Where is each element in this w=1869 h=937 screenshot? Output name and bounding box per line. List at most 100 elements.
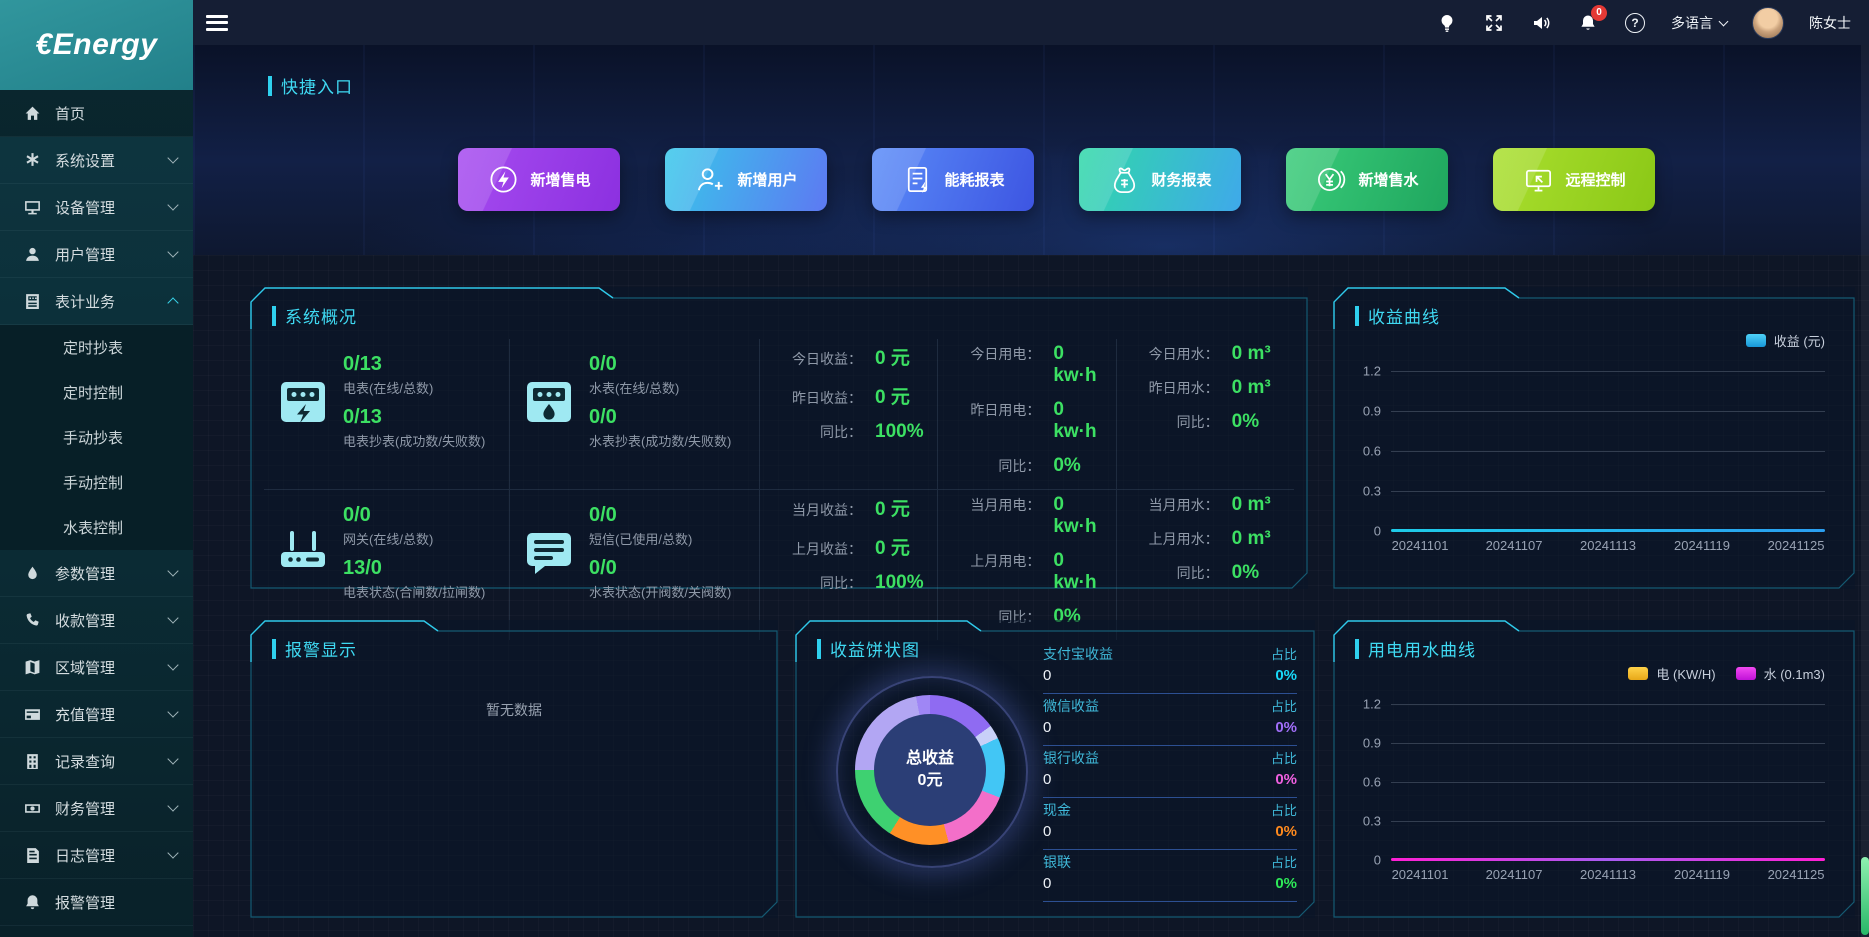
user-plus-icon (698, 168, 724, 191)
vertical-scrollbar (1861, 45, 1869, 937)
energy-report-button[interactable]: 能耗报表 (872, 148, 1034, 211)
lightning-circle-icon (490, 166, 517, 193)
panel-title: 报警显示 (272, 636, 357, 661)
sidebar-item-finance-management[interactable]: 财务管理 (0, 785, 193, 832)
add-water-sale-button[interactable]: 新增售水 (1286, 148, 1448, 211)
x-tick: 20241125 (1767, 867, 1825, 882)
sidebar-item-region-management[interactable]: 区域管理 (0, 644, 193, 691)
sidebar-item-parameter-management[interactable]: 参数管理 (0, 550, 193, 597)
chevron-down-icon (167, 246, 179, 258)
sidebar-item-label: 充值管理 (55, 706, 116, 724)
x-tick: 20241125 (1767, 538, 1825, 553)
gridline (1391, 451, 1825, 452)
chevron-down-icon (167, 612, 179, 624)
sidebar-item-device-management[interactable]: 设备管理 (0, 184, 193, 231)
chevron-down-icon (167, 800, 179, 812)
y-tick: 0.6 (1362, 774, 1381, 790)
sidebar-subitem-manual-control[interactable]: 手动控制 (0, 460, 193, 505)
stat-value: 13/0 (343, 557, 382, 579)
y-tick: 0.9 (1362, 735, 1381, 751)
phone-icon (24, 612, 41, 629)
lightbulb-icon[interactable] (1436, 12, 1458, 34)
logo-text: €Energy (35, 28, 158, 61)
droplet-icon (24, 565, 41, 582)
x-axis-labels: 20241101 20241107 20241113 20241119 2024… (1373, 538, 1843, 553)
sidebar-item-home[interactable]: 首页 (0, 90, 193, 137)
pie-row-alipay: 支付宝收益 占比 0 0% (1043, 642, 1297, 694)
notification-badge: 0 (1591, 4, 1607, 21)
hamburger-menu-icon[interactable] (206, 14, 228, 31)
speaker-icon[interactable] (1530, 12, 1552, 34)
empty-state-text: 暂无数据 (486, 702, 542, 718)
card-icon (24, 706, 41, 723)
y-tick: 1.2 (1362, 696, 1381, 712)
add-electricity-sale-button[interactable]: 新增售电 (458, 148, 620, 211)
gridline (1391, 743, 1825, 744)
sidebar-item-record-query[interactable]: 记录查询 (0, 738, 193, 785)
sidebar-item-alarm-management[interactable]: 报警管理 (0, 879, 193, 926)
fullscreen-icon[interactable] (1483, 12, 1505, 34)
x-tick: 20241107 (1485, 538, 1543, 553)
electricity-metrics-top: 今日用电： 0 kw·h 昨日用电： 0 kw·h 同比： 0% (937, 339, 1115, 489)
chevron-down-icon (167, 565, 179, 577)
gateway-stat: 0/0 网关(在线/总数) 13/0 电表状态(合闸数/拉闸数) (264, 489, 509, 640)
stat-value: 0/0 (589, 406, 617, 428)
sidebar-item-label: 报警管理 (55, 894, 116, 912)
main-content: 快捷入口 新增售电 新增用户 能耗报表 财务报表 新增售水 (193, 45, 1869, 937)
sidebar: €Energy 首页 系统设置 设备管理 用户管理 表计业务 定时抄表 定时 (0, 0, 193, 937)
legend-item-revenue[interactable]: 收益 (元) (1745, 331, 1825, 350)
sidebar-subitem-label: 水表控制 (63, 520, 124, 537)
remote-control-button[interactable]: 远程控制 (1493, 148, 1655, 211)
sidebar-item-label: 记录查询 (55, 753, 116, 771)
bell-icon[interactable]: 0 (1577, 4, 1607, 34)
language-selector[interactable]: 多语言 (1671, 13, 1729, 33)
help-icon[interactable]: ? (1624, 12, 1646, 34)
quick-entry-title: 快捷入口 (268, 73, 353, 98)
sidebar-item-label: 财务管理 (55, 800, 116, 818)
bell-icon (24, 894, 41, 911)
sidebar-subitem-label: 定时抄表 (63, 340, 124, 357)
pie-halo-ring (836, 676, 1028, 868)
sidebar-item-payment-management[interactable]: 收款管理 (0, 597, 193, 644)
revenue-chart-plot: 1.2 0.9 0.6 0.3 0 20241101 20241107 2024… (1363, 364, 1825, 553)
gridline (1391, 371, 1825, 372)
sidebar-item-meter-business[interactable]: 表计业务 (0, 278, 193, 325)
record-icon (24, 753, 41, 770)
sidebar-item-log-management[interactable]: 日志管理 (0, 832, 193, 879)
gateway-icon (276, 526, 330, 580)
sidebar-subitem-manual-reading[interactable]: 手动抄表 (0, 415, 193, 460)
meter-icon (24, 293, 41, 310)
sidebar-item-user-management[interactable]: 用户管理 (0, 231, 193, 278)
sidebar-subitem-scheduled-control[interactable]: 定时控制 (0, 370, 193, 415)
electric-meter-icon (276, 375, 330, 429)
pie-row-cash: 现金 占比 0 0% (1043, 798, 1297, 850)
legend-item-water[interactable]: 水 (0.1m3) (1735, 664, 1825, 683)
sidebar-item-recharge-management[interactable]: 充值管理 (0, 691, 193, 738)
sidebar-item-system-settings[interactable]: 系统设置 (0, 137, 193, 184)
legend-swatch (1735, 667, 1756, 680)
username[interactable]: 陈女士 (1809, 14, 1851, 31)
user-avatar[interactable] (1752, 6, 1784, 39)
water-zero-line (1391, 858, 1825, 861)
x-tick: 20241119 (1674, 867, 1730, 882)
revenue-metrics-bottom: 当月收益： 0 元 上月收益： 0 元 同比： 100% (759, 489, 938, 640)
panel-title: 系统概况 (272, 303, 357, 328)
stat-value: 0/13 (343, 406, 382, 428)
water-metrics-top: 今日用水： 0 m³ 昨日用水： 0 m³ 同比： 0% (1115, 339, 1294, 489)
sidebar-item-label: 用户管理 (55, 246, 116, 264)
sidebar-subitem-scheduled-reading[interactable]: 定时抄表 (0, 325, 193, 370)
chevron-down-icon (167, 659, 179, 671)
y-tick: 0.3 (1362, 483, 1381, 499)
sidebar-subitem-water-meter-control[interactable]: 水表控制 (0, 505, 193, 550)
legend-item-electric[interactable]: 电 (KW/H) (1628, 664, 1716, 683)
electric-meter-stat: 0/13 电表(在线/总数) 0/13 电表抄表(成功数/失败数) (264, 339, 509, 489)
finance-report-button[interactable]: 财务报表 (1079, 148, 1241, 211)
scrollbar-thumb[interactable] (1861, 857, 1869, 935)
water-metrics-bottom: 当月用水： 0 m³ 上月用水： 0 m³ 同比： 0% (1115, 489, 1294, 640)
stat-value: 0/13 (343, 353, 382, 375)
stat-value: 0/0 (343, 504, 371, 526)
sidebar-subitem-label: 手动控制 (63, 475, 124, 492)
add-user-button[interactable]: 新增用户 (665, 148, 827, 211)
x-tick: 20241113 (1580, 867, 1636, 882)
electricity-metrics-bottom: 当月用电： 0 kw·h 上月用电： 0 kw·h 同比： 0% (937, 489, 1116, 640)
